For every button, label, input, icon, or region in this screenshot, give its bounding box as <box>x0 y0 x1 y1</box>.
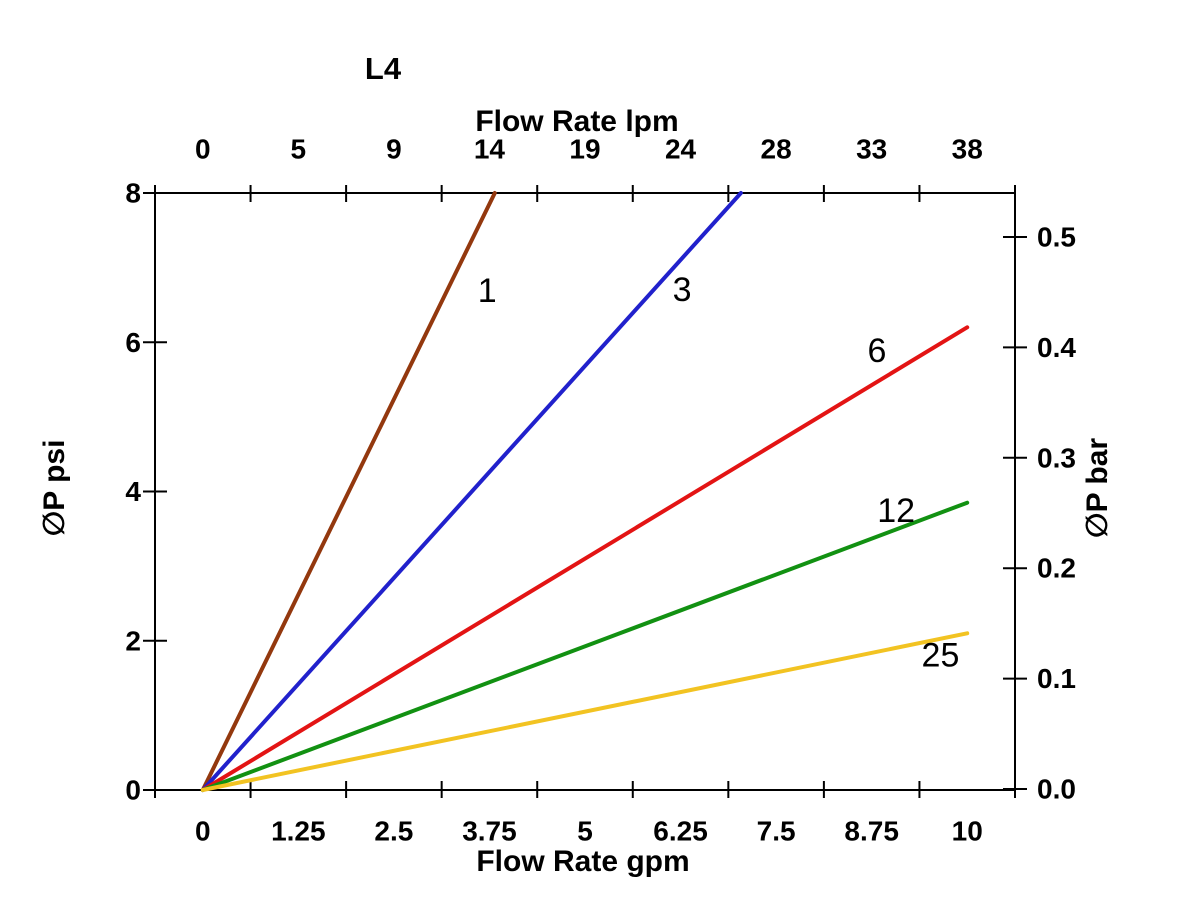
series-label-25: 25 <box>922 637 960 675</box>
top-tick-label: 14 <box>474 134 506 165</box>
series-line-3 <box>200 191 743 792</box>
right-tick-label: 0.3 <box>1037 442 1076 473</box>
bottom-tick-label: 3.75 <box>462 816 517 847</box>
top-tick-label: 19 <box>569 134 600 165</box>
right-tick-label: 0.4 <box>1037 332 1076 363</box>
left-tick-label: 2 <box>125 625 141 656</box>
left-tick-label: 4 <box>125 476 141 507</box>
top-tick-label: 33 <box>856 134 887 165</box>
series-line-6 <box>200 325 970 792</box>
left-tick-label: 0 <box>125 775 141 806</box>
right-tick-label: 0.5 <box>1037 222 1076 253</box>
series-line-12 <box>200 500 970 792</box>
left-tick-label: 6 <box>125 327 141 358</box>
top-tick-label: 28 <box>761 134 792 165</box>
top-axis-title: Flow Rate lpm <box>475 105 678 138</box>
bottom-tick-label: 7.5 <box>757 816 796 847</box>
bottom-tick-label: 6.25 <box>653 816 708 847</box>
series-label-12: 12 <box>877 492 915 530</box>
top-tick-label: 0 <box>195 134 211 165</box>
series-line-25 <box>200 631 970 792</box>
right-axis-title: ∅P bar <box>1081 438 1114 539</box>
bottom-tick-label: 2.5 <box>374 816 413 847</box>
right-tick-label: 0.0 <box>1037 774 1076 805</box>
bottom-tick-label: 8.75 <box>844 816 899 847</box>
series-label-1: 1 <box>478 272 497 310</box>
bottom-tick-label: 1.25 <box>271 816 326 847</box>
series-label-6: 6 <box>868 332 887 370</box>
bottom-tick-label: 0 <box>195 816 211 847</box>
left-tick-label: 8 <box>125 178 141 209</box>
bottom-tick-label: 10 <box>952 816 983 847</box>
top-tick-label: 9 <box>386 134 402 165</box>
series-label-3: 3 <box>673 271 692 309</box>
series-line-1 <box>200 191 497 792</box>
top-tick-label: 5 <box>291 134 307 165</box>
bottom-tick-label: 5 <box>577 816 593 847</box>
chart-title: L4 <box>365 51 402 86</box>
top-tick-label: 38 <box>952 134 983 165</box>
top-tick-label: 24 <box>665 134 697 165</box>
left-axis-title: ∅P psi <box>38 440 71 537</box>
chart-render-root: 0 5 9 14 19 24 28 33 380 1.25 2.5 3.75 5 6.25 7.5 8.75 1… <box>125 134 1076 847</box>
bottom-axis-title: Flow Rate gpm <box>476 845 689 878</box>
right-tick-label: 0.2 <box>1037 553 1076 584</box>
right-tick-label: 0.1 <box>1037 663 1076 694</box>
